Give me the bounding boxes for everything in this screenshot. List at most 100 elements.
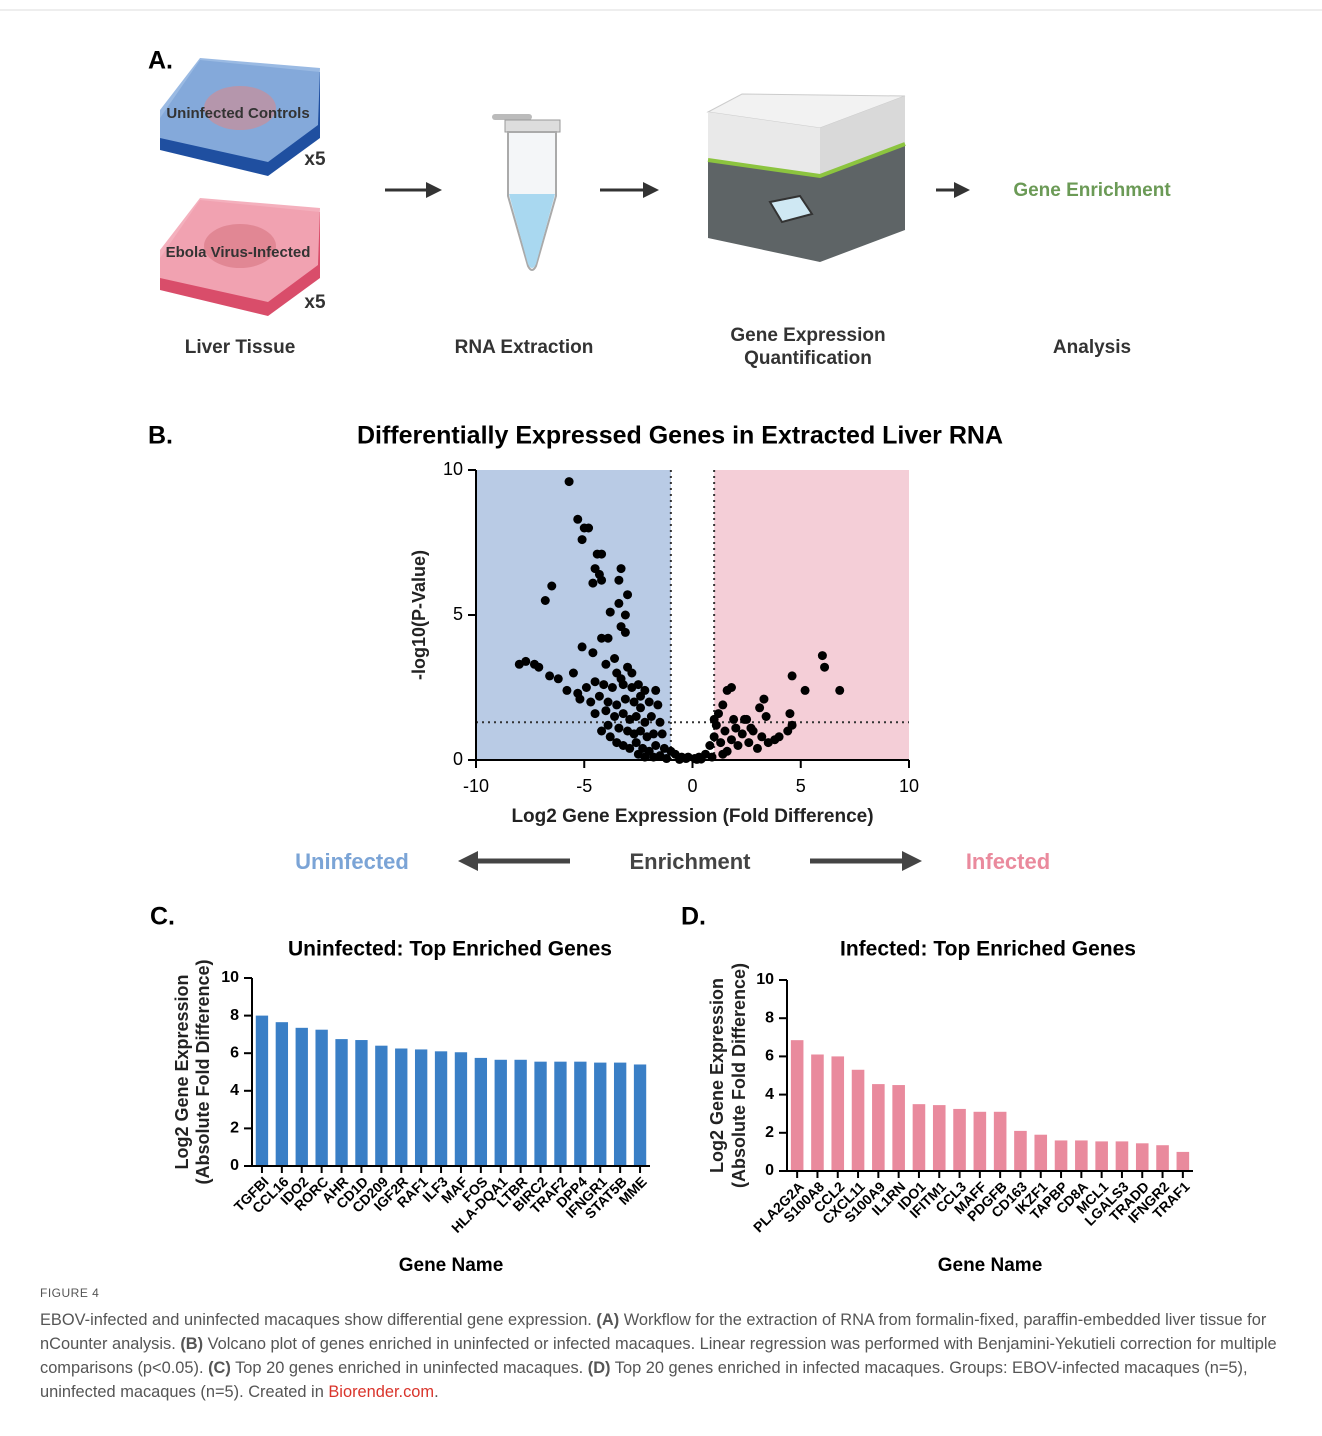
bar <box>415 1049 427 1166</box>
point <box>541 596 550 605</box>
point <box>656 718 665 727</box>
bar <box>534 1062 546 1166</box>
bar <box>811 1054 824 1171</box>
point <box>614 576 623 585</box>
point <box>623 590 632 599</box>
point <box>645 698 654 707</box>
point <box>697 755 706 764</box>
y-tick-label: 8 <box>230 1007 239 1024</box>
point <box>562 686 571 695</box>
bar <box>495 1060 507 1166</box>
bar <box>1034 1135 1047 1171</box>
y-tick-label: 4 <box>765 1086 774 1103</box>
caption-label: FIGURE 4 <box>40 1286 1290 1300</box>
point <box>649 729 658 738</box>
point <box>610 654 619 663</box>
bar <box>892 1085 905 1171</box>
point <box>788 671 797 680</box>
point <box>534 663 543 672</box>
point <box>636 692 645 701</box>
point <box>575 695 584 704</box>
caption-part: Top 20 genes enriched in uninfected maca… <box>231 1359 588 1377</box>
step-label: Gene Expression Quantification <box>708 324 908 370</box>
bar <box>974 1112 987 1171</box>
bar <box>953 1109 966 1171</box>
bar <box>355 1040 367 1166</box>
region <box>476 470 671 760</box>
point <box>578 535 587 544</box>
x-tick-label: -10 <box>463 776 489 796</box>
point <box>599 680 608 689</box>
point <box>746 724 755 733</box>
y-axis-label: -log10(P-Value) <box>409 550 429 680</box>
bar <box>395 1049 407 1167</box>
y-tick-label: 2 <box>230 1120 239 1137</box>
uninfected-label: Uninfected Controls <box>166 105 309 122</box>
bar <box>933 1105 946 1171</box>
point <box>718 700 727 709</box>
point <box>820 663 829 672</box>
point <box>591 709 600 718</box>
point <box>753 744 762 753</box>
y-tick-label: 0 <box>453 749 463 769</box>
bar <box>614 1063 626 1166</box>
point <box>658 729 667 738</box>
point <box>582 683 591 692</box>
point <box>675 755 684 764</box>
point <box>729 715 738 724</box>
point <box>636 703 645 712</box>
point <box>621 611 630 620</box>
step-label: Analysis <box>1053 337 1131 358</box>
point <box>621 695 630 704</box>
count-label: x5 <box>304 292 326 313</box>
y-axis-label: Log2 Gene Expression <box>172 974 192 1169</box>
enrichment-right: Infected <box>966 849 1050 874</box>
x-tick-label: -5 <box>576 776 592 796</box>
point <box>621 628 630 637</box>
point <box>610 712 619 721</box>
caption: FIGURE 4 EBOV-infected and uninfected ma… <box>40 1286 1290 1404</box>
point <box>601 660 610 669</box>
point <box>591 677 600 686</box>
panel-label: D. <box>681 903 706 931</box>
bar <box>634 1064 646 1166</box>
caption-part: (B) <box>180 1335 203 1353</box>
y-tick-label: 5 <box>453 604 463 624</box>
point <box>597 576 606 585</box>
figure-page: A. Uninfected Controls x5 Ebola Virus-In… <box>0 0 1322 1436</box>
bar <box>574 1062 586 1166</box>
point <box>651 686 660 695</box>
y-tick-label: 8 <box>765 1009 774 1026</box>
x-axis-label: Log2 Gene Expression (Fold Difference) <box>511 806 873 827</box>
panel-label: C. <box>150 903 175 931</box>
point <box>640 753 649 762</box>
point <box>545 671 554 680</box>
bar <box>1095 1141 1108 1171</box>
point <box>818 651 827 660</box>
bar <box>852 1070 865 1171</box>
point <box>597 550 606 559</box>
point <box>627 669 636 678</box>
point <box>569 669 578 678</box>
bar <box>1177 1152 1190 1171</box>
bar <box>514 1060 526 1166</box>
point <box>586 698 595 707</box>
caption-part: . <box>434 1383 439 1401</box>
bar <box>554 1062 566 1166</box>
bar <box>455 1052 467 1166</box>
point <box>521 657 530 666</box>
y-axis-label: (Absolute Fold Difference) <box>729 963 749 1188</box>
point <box>647 712 656 721</box>
biorender-link[interactable]: Biorender.com <box>328 1383 434 1401</box>
x-axis-label: Gene Name <box>399 1255 504 1276</box>
point <box>762 712 771 721</box>
bar <box>315 1030 327 1166</box>
point <box>614 599 623 608</box>
point <box>775 732 784 741</box>
bar <box>1014 1131 1027 1171</box>
point <box>604 698 613 707</box>
point <box>720 727 729 736</box>
caption-text: EBOV-infected and uninfected macaques sh… <box>40 1308 1290 1404</box>
point <box>662 754 671 763</box>
count-label: x5 <box>304 149 326 170</box>
